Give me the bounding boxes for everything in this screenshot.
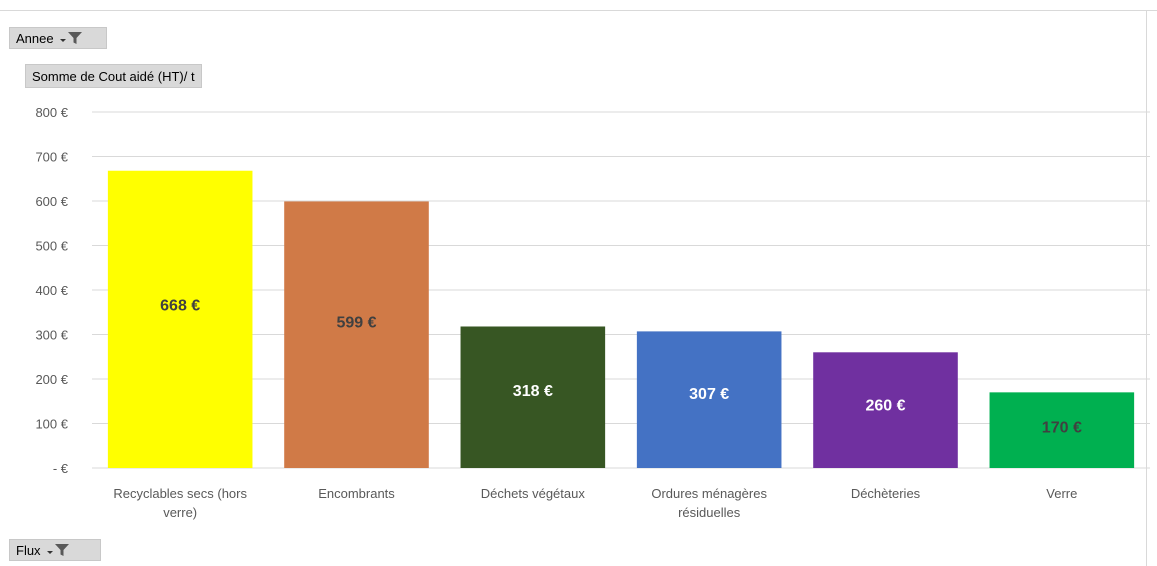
bar: [460, 326, 606, 468]
x-tick-label: Verre: [1046, 486, 1077, 501]
chart-area-top-border: [0, 10, 1157, 11]
flux-filter-label: Flux: [16, 542, 41, 558]
y-tick-label: 300 €: [35, 328, 68, 343]
x-tick-label: Déchets végétaux: [481, 486, 586, 501]
bar: [284, 201, 429, 468]
bar: [636, 331, 782, 468]
data-label: 260 €: [865, 397, 905, 414]
y-tick-label: - €: [53, 461, 69, 476]
annee-filter-label: Annee: [16, 30, 54, 46]
data-label: 318 €: [513, 383, 553, 400]
data-label: 668 €: [160, 298, 200, 315]
x-tick-label: Déchèteries: [851, 486, 921, 501]
filter-icon: [58, 30, 84, 46]
y-tick-label: 400 €: [35, 283, 68, 298]
data-label: 307 €: [689, 386, 729, 403]
x-tick-label: Encombrants: [318, 486, 395, 501]
x-tick-label: Ordures ménagères résiduelles: [651, 486, 767, 520]
value-field-label[interactable]: Somme de Cout aidé (HT)/ t: [25, 64, 202, 88]
y-tick-label: 100 €: [35, 417, 68, 432]
data-label: 599 €: [336, 314, 376, 331]
chart-area-right-border: [1146, 10, 1147, 566]
bar: [813, 352, 958, 468]
annee-filter-button[interactable]: Annee: [9, 27, 107, 49]
y-tick-label: 200 €: [35, 372, 68, 387]
flux-filter-button[interactable]: Flux: [9, 539, 101, 561]
x-tick-label: Recyclables secs (hors verre): [113, 486, 247, 520]
bar: [107, 170, 253, 469]
y-tick-label: 700 €: [35, 150, 68, 165]
y-tick-label: 600 €: [35, 194, 68, 209]
data-label: 170 €: [1042, 419, 1082, 436]
bar: [989, 392, 1135, 468]
y-tick-label: 800 €: [35, 105, 68, 120]
filter-icon: [45, 542, 71, 558]
y-tick-label: 500 €: [35, 239, 68, 254]
